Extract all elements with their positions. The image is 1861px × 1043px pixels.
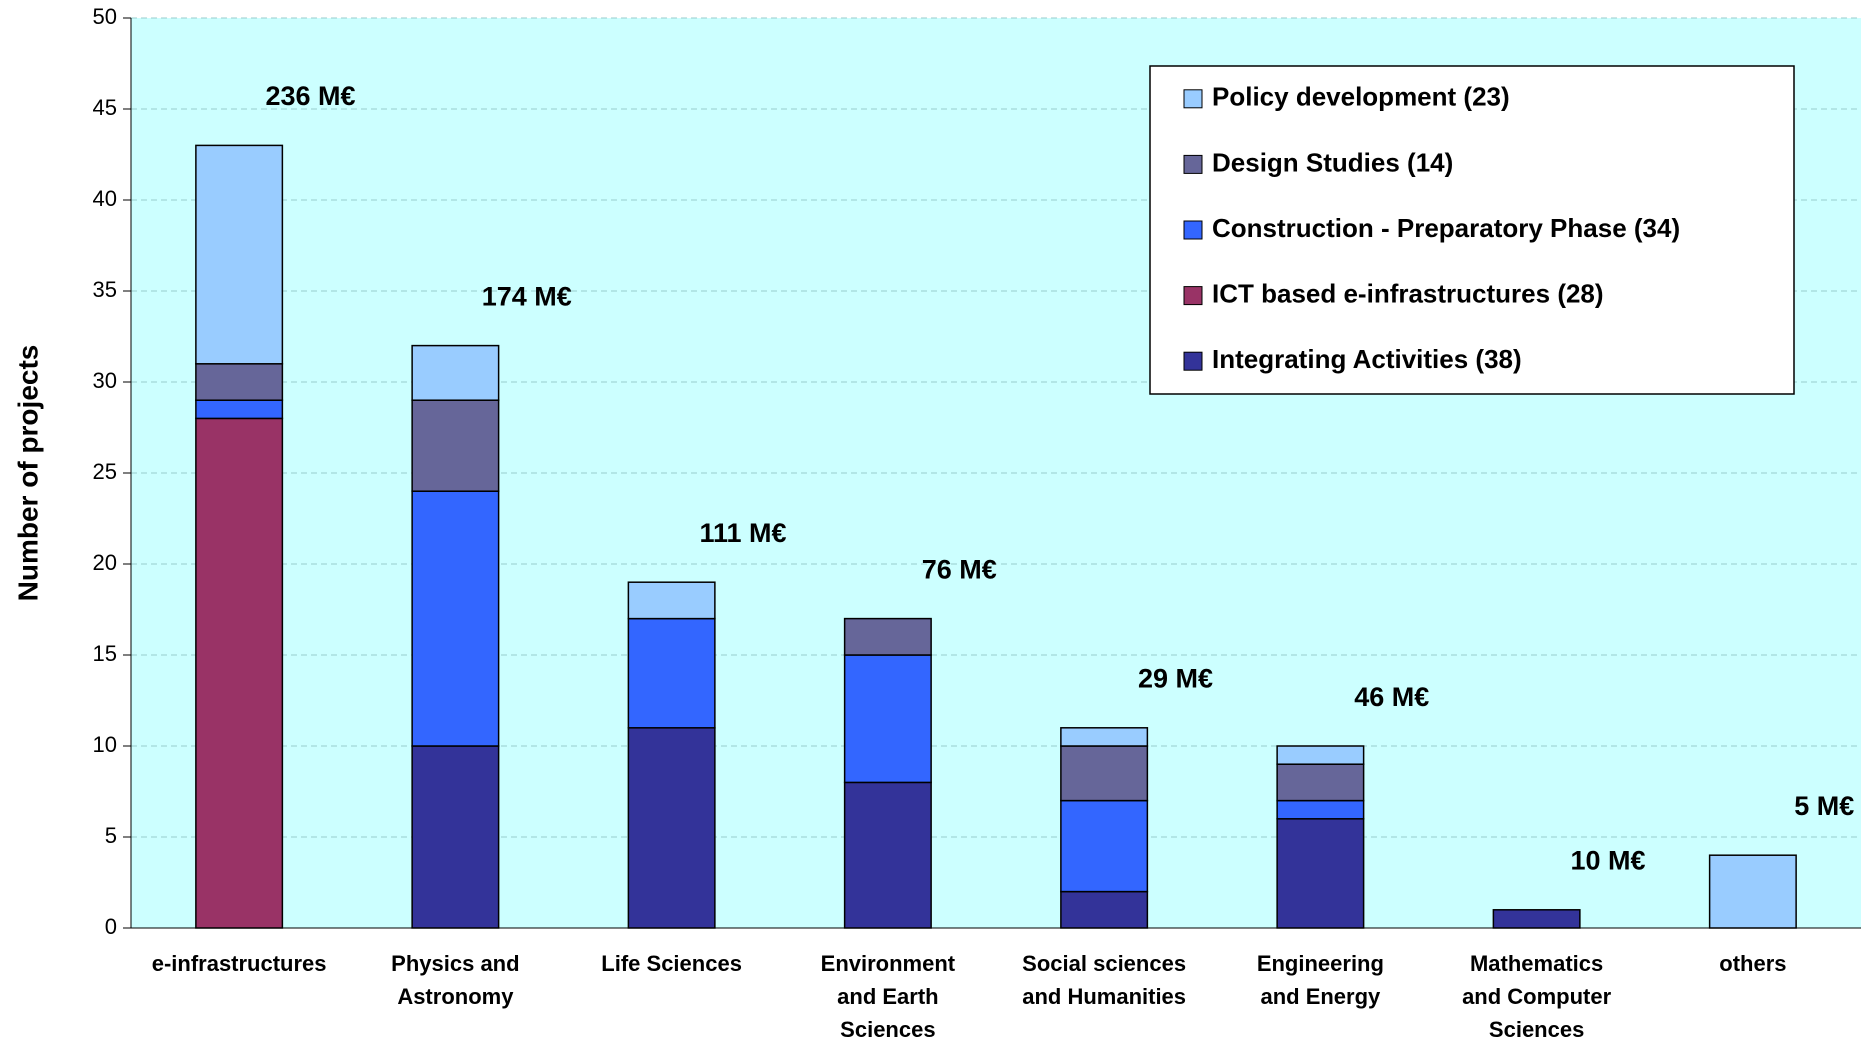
bar-segment — [843, 781, 932, 929]
x-tick-label: Environment and Earth Sciences — [821, 951, 956, 1042]
bar-annotation: 236 M€ — [265, 81, 355, 111]
y-tick-label: 20 — [93, 550, 117, 575]
legend-label: ICT based e-infrastructures (28) — [1212, 278, 1604, 308]
bar-segment — [1276, 799, 1365, 820]
bar-segment — [195, 144, 284, 365]
bar-segment — [843, 654, 932, 784]
y-tick-label: 0 — [105, 914, 117, 939]
bar-segment — [411, 344, 500, 401]
bar-annotation: 29 M€ — [1138, 664, 1213, 694]
bar-annotation: 111 M€ — [699, 518, 786, 548]
y-axis-label: Number of projects — [12, 345, 43, 602]
bar-segment — [627, 727, 716, 929]
bar-segment — [1276, 818, 1365, 929]
bar-segment — [195, 363, 284, 401]
bar-segment — [195, 399, 284, 420]
x-tick-label: Engineering and Energy — [1257, 951, 1384, 1009]
legend-swatch — [1183, 286, 1203, 306]
y-tick-label: 30 — [93, 368, 117, 393]
y-tick-label: 35 — [93, 277, 117, 302]
bar-segment — [1276, 745, 1365, 765]
bar-segment — [1276, 763, 1365, 802]
bar-segment — [1708, 854, 1797, 929]
x-tick-label: others — [1719, 951, 1786, 976]
x-tick-label: Mathematics and Computer Sciences — [1462, 951, 1612, 1042]
legend-label: Integrating Activities (38) — [1212, 344, 1522, 374]
bar-segment — [627, 581, 716, 620]
x-tick-label: Life Sciences — [601, 951, 742, 976]
bar-segment — [195, 417, 284, 929]
bar-segment — [1060, 799, 1149, 893]
bar-annotation: 5 M€ — [1794, 791, 1854, 821]
y-tick-label: 10 — [93, 732, 117, 757]
legend-box — [1149, 65, 1795, 395]
legend-swatch — [1183, 351, 1203, 371]
bar-segment — [843, 617, 932, 656]
y-tick-label: 50 — [93, 4, 117, 29]
bar-annotation: 76 M€ — [922, 554, 997, 584]
bar-annotation: 10 M€ — [1570, 846, 1645, 876]
legend-swatch — [1183, 220, 1203, 240]
x-tick-label: e-infrastructures — [152, 951, 327, 976]
y-tick-label: 45 — [93, 95, 117, 120]
bar-annotation: 174 M€ — [482, 281, 572, 311]
bar-segment — [627, 617, 716, 729]
bar-segment — [411, 490, 500, 747]
bar-segment — [1060, 890, 1149, 929]
bar-segment — [1492, 909, 1581, 929]
legend-label: Design Studies (14) — [1212, 147, 1453, 177]
legend-swatch — [1183, 154, 1203, 174]
y-tick-label: 40 — [93, 186, 117, 211]
bar-segment — [1060, 745, 1149, 802]
bar-annotation: 46 M€ — [1354, 682, 1429, 712]
bar-segment — [1060, 727, 1149, 747]
legend-swatch — [1183, 89, 1203, 109]
y-tick-label: 5 — [105, 823, 117, 848]
y-tick-label: 15 — [93, 641, 117, 666]
bar-segment — [411, 399, 500, 492]
legend-label: Policy development (23) — [1212, 82, 1510, 112]
legend-label: Construction - Preparatory Phase (34) — [1212, 213, 1680, 243]
x-tick-label: Physics and Astronomy — [391, 951, 519, 1009]
x-tick-label: Social sciences and Humanities — [1022, 951, 1186, 1009]
y-tick-label: 25 — [93, 459, 117, 484]
bar-segment — [411, 745, 500, 929]
